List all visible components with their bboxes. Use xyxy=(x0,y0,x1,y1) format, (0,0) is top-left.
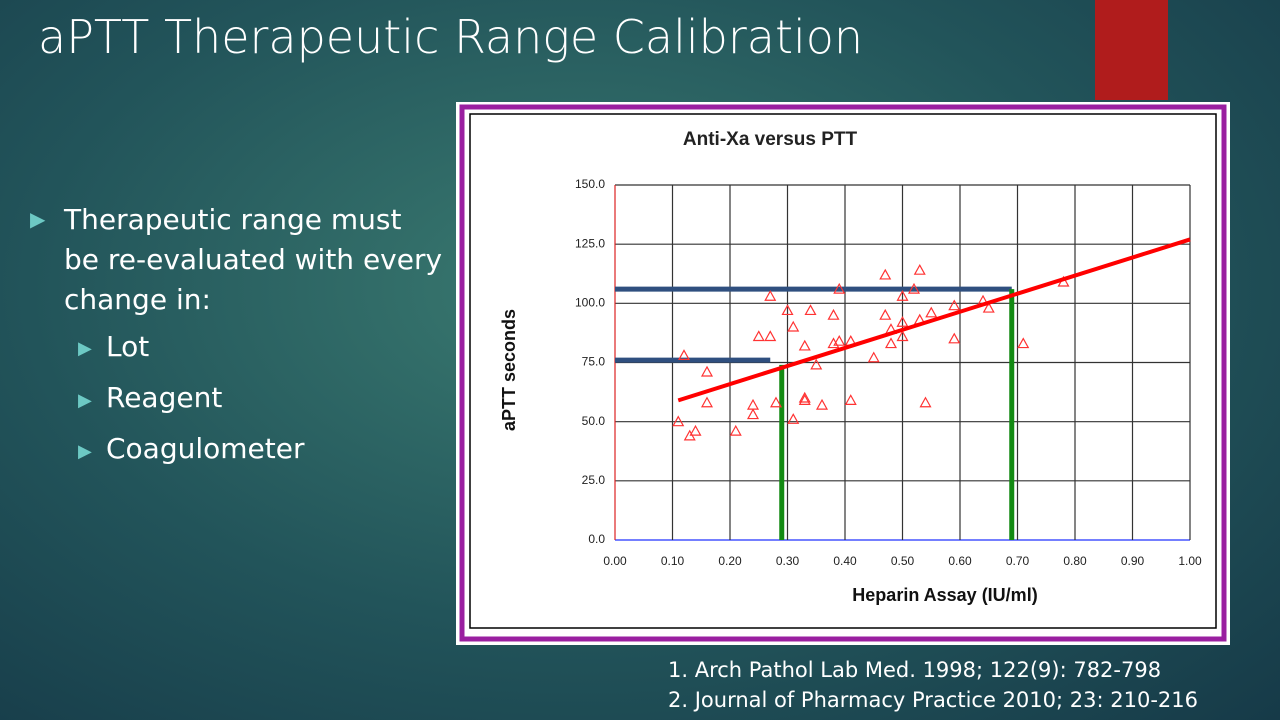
point xyxy=(948,299,961,311)
point xyxy=(746,408,760,420)
x-tick-label: 0.00 xyxy=(603,554,627,568)
x-tick-label: 0.90 xyxy=(1121,554,1145,568)
point xyxy=(804,304,817,316)
chart-title: Anti-Xa versus PTT xyxy=(683,129,858,150)
point xyxy=(907,282,921,294)
point xyxy=(913,263,926,275)
point xyxy=(879,268,892,280)
point xyxy=(672,415,685,427)
chart-border xyxy=(459,104,1227,642)
point xyxy=(729,424,742,436)
point xyxy=(815,398,829,410)
y-tick-label: 0.0 xyxy=(588,532,605,546)
point xyxy=(844,394,857,405)
accent-bar xyxy=(1095,0,1168,100)
reference: 1. Arch Pathol Lab Med. 1998; 122(9): 78… xyxy=(668,658,1162,682)
point xyxy=(925,306,938,318)
point xyxy=(787,320,800,332)
point xyxy=(884,337,898,349)
bullet-icon: ▶ xyxy=(78,338,92,359)
sub-bullet: Coagulometer xyxy=(106,432,305,465)
point xyxy=(827,308,840,320)
x-tick-label: 0.80 xyxy=(1063,554,1087,568)
point xyxy=(700,396,714,408)
point xyxy=(833,282,846,294)
point xyxy=(867,351,880,363)
point xyxy=(896,316,909,327)
point xyxy=(810,358,823,370)
point xyxy=(764,289,777,301)
point xyxy=(798,391,811,403)
reference: 2. Journal of Pharmacy Practice 2010; 23… xyxy=(668,688,1198,712)
point xyxy=(896,289,909,301)
point xyxy=(752,330,765,342)
point xyxy=(982,301,995,313)
bullet-icon: ▶ xyxy=(78,441,92,462)
chart-frame xyxy=(469,113,1217,629)
x-tick-label: 0.20 xyxy=(718,554,742,568)
slide-title: aPTT Therapeutic Range Calibration xyxy=(38,10,864,64)
y-tick-label: 75.0 xyxy=(582,355,606,369)
trendline xyxy=(677,237,1191,403)
bullet-icon: ▶ xyxy=(78,390,92,411)
point xyxy=(1017,337,1030,349)
point xyxy=(769,396,783,408)
point xyxy=(798,394,811,405)
y-tick-label: 125.0 xyxy=(575,236,605,250)
bullet: Therapeutic range must be re-evaluated w… xyxy=(64,203,443,316)
x-tick-label: 0.60 xyxy=(948,554,972,568)
x-tick-label: 0.40 xyxy=(833,554,857,568)
x-tick-label: 0.70 xyxy=(1006,554,1030,568)
point xyxy=(689,424,702,436)
point xyxy=(677,349,691,360)
point xyxy=(787,413,800,424)
bullet-icon: ▶ xyxy=(30,207,46,231)
y-tick-label: 25.0 xyxy=(582,473,606,487)
x-tick-label: 0.10 xyxy=(661,554,685,568)
point xyxy=(781,304,794,316)
point xyxy=(948,332,961,344)
x-axis-label: Heparin Assay (IU/ml) xyxy=(852,585,1037,605)
point xyxy=(764,330,777,342)
y-tick-label: 150.0 xyxy=(575,177,605,191)
x-tick-label: 1.00 xyxy=(1178,554,1202,568)
point xyxy=(700,365,714,377)
point xyxy=(879,308,892,320)
x-tick-label: 0.30 xyxy=(776,554,800,568)
point xyxy=(798,339,811,351)
sub-bullet: Reagent xyxy=(106,381,223,414)
sub-bullet: Lot xyxy=(106,330,150,363)
y-tick-label: 100.0 xyxy=(575,296,605,310)
chart-background xyxy=(456,102,1230,645)
point xyxy=(896,330,909,342)
y-axis-label: aPTT seconds xyxy=(499,309,519,431)
point xyxy=(919,396,932,408)
point xyxy=(833,334,846,346)
x-tick-label: 0.50 xyxy=(891,554,915,568)
y-tick-label: 50.0 xyxy=(582,414,606,428)
